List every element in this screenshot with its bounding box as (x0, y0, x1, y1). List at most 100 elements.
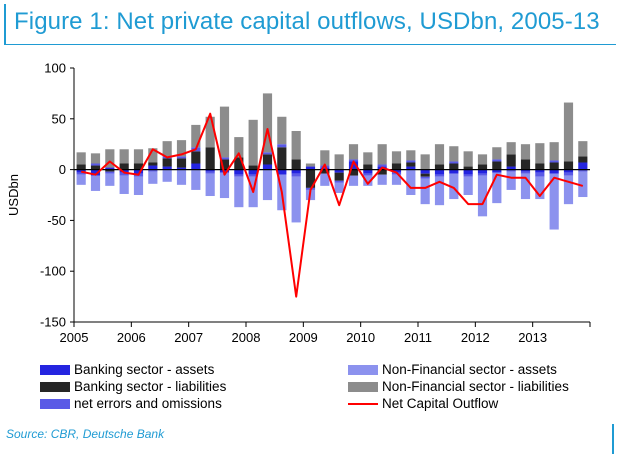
bar-banking-assets (133, 169, 144, 174)
bar-nonfin-assets (406, 169, 416, 195)
bar-banking-liabilities (406, 162, 416, 167)
line-net-capital-outflow (80, 112, 584, 298)
bar-banking-liabilities (248, 165, 258, 170)
bar-banking-liabilities (563, 161, 574, 170)
bar-nonfin-liabilities (119, 149, 129, 164)
bar-nonfin-liabilities (277, 116, 287, 145)
bar-banking-assets (262, 164, 273, 170)
bar-net-errors (176, 156, 187, 159)
bar-banking-liabilities (76, 164, 86, 170)
bar-nonfin-assets (334, 182, 344, 193)
bar-nonfin-liabilities (549, 142, 559, 161)
bar-nonfin-assets (90, 175, 101, 191)
bar-banking-assets (334, 169, 344, 173)
bar-net-errors (363, 173, 373, 176)
bar-nonfin-assets (578, 171, 588, 198)
bar-nonfin-assets (563, 175, 574, 205)
bar-net-errors (348, 159, 359, 162)
bar-nonfin-liabilities (363, 152, 373, 165)
bar-net-errors (463, 174, 473, 177)
bar-banking-assets (434, 169, 445, 175)
bar-banking-assets (348, 161, 359, 170)
bar-banking-liabilities (492, 161, 502, 170)
bar-nonfin-liabilities (391, 151, 402, 164)
legend-swatch-net-errors (40, 399, 70, 410)
bar-nonfin-assets (148, 171, 158, 184)
bar-nonfin-assets (162, 169, 172, 182)
bar-nonfin-liabilities (406, 150, 416, 161)
bar-banking-liabilities (133, 163, 144, 170)
bar-net-errors (291, 173, 301, 177)
bar-nonfin-assets (391, 174, 402, 185)
bar-banking-assets (90, 169, 101, 176)
bar-net-errors (506, 169, 516, 172)
bar-banking-assets (162, 166, 172, 170)
bar-net-errors (406, 160, 416, 163)
bar-nonfin-liabilities (76, 152, 86, 165)
legend-swatch-net-outflow (348, 403, 378, 406)
bar-net-errors (90, 163, 101, 166)
bar-nonfin-assets (506, 171, 516, 190)
bar-banking-assets (578, 162, 588, 170)
bar-nonfin-liabilities (535, 143, 545, 164)
bar-net-errors (549, 160, 559, 163)
bar-banking-liabilities (578, 156, 588, 163)
bar-banking-liabilities (377, 169, 387, 175)
bar-nonfin-assets (105, 173, 115, 186)
x-tick-label: 2005 (60, 330, 89, 345)
bar-nonfin-assets (219, 172, 230, 199)
bar-nonfin-liabilities (176, 140, 187, 157)
bar-banking-liabilities (162, 158, 172, 167)
bar-banking-liabilities (90, 165, 101, 170)
y-tick-label: 100 (44, 61, 66, 76)
bar-nonfin-liabilities (520, 144, 531, 160)
bar-banking-assets (463, 169, 473, 175)
bar-banking-liabilities (148, 162, 158, 166)
bar-banking-assets (176, 167, 187, 170)
bar-net-errors (334, 180, 344, 183)
bar-nonfin-assets (463, 176, 473, 195)
bar-nonfin-liabilities (348, 144, 359, 160)
bar-banking-liabilities (291, 159, 301, 170)
source-note: Source: CBR, Deutsche Bank (6, 427, 165, 441)
bar-banking-assets (449, 169, 459, 174)
bar-banking-liabilities (234, 157, 244, 170)
bar-nonfin-assets (133, 176, 144, 195)
legend-label: Non-Financial sector - liabilities (382, 379, 569, 394)
bar-banking-liabilities (535, 163, 545, 170)
bar-net-errors (420, 176, 430, 179)
bar-nonfin-liabilities (563, 102, 574, 162)
chart-title: Figure 1: Net private capital outflows, … (14, 8, 600, 35)
bar-banking-liabilities (420, 173, 430, 177)
bar-nonfin-assets (191, 169, 201, 190)
bar-nonfin-assets (234, 176, 244, 208)
bar-nonfin-liabilities (463, 151, 473, 167)
bar-nonfin-assets (420, 178, 430, 205)
bar-nonfin-assets (76, 174, 86, 185)
bar-banking-assets (277, 169, 287, 175)
x-tick-label: 2010 (346, 330, 375, 345)
bar-nonfin-liabilities (234, 137, 244, 158)
bar-nonfin-assets (119, 175, 129, 194)
y-tick-label: -100 (40, 264, 66, 279)
legend-item-nonfin-assets: Non-Financial sector - assets (348, 362, 557, 377)
bar-banking-liabilities (205, 147, 215, 170)
bar-banking-assets (406, 166, 416, 170)
bar-banking-liabilities (477, 164, 488, 170)
bar-nonfin-liabilities (334, 154, 344, 170)
y-axis-label: USDbn (6, 174, 21, 216)
bar-nonfin-liabilities (248, 119, 258, 166)
bar-nonfin-liabilities (492, 147, 502, 160)
bar-nonfin-liabilities (162, 141, 172, 157)
bar-net-errors (105, 171, 115, 174)
bar-banking-assets (205, 169, 215, 172)
legend-item-net-outflow: Net Capital Outflow (348, 396, 498, 411)
bar-net-errors (477, 173, 488, 176)
bar-banking-assets (420, 169, 430, 174)
bar-net-errors (520, 171, 531, 174)
bar-nonfin-liabilities (506, 142, 516, 155)
x-tick-label: 2011 (404, 330, 432, 345)
bar-nonfin-liabilities (205, 116, 215, 148)
bar-banking-liabilities (520, 159, 531, 170)
